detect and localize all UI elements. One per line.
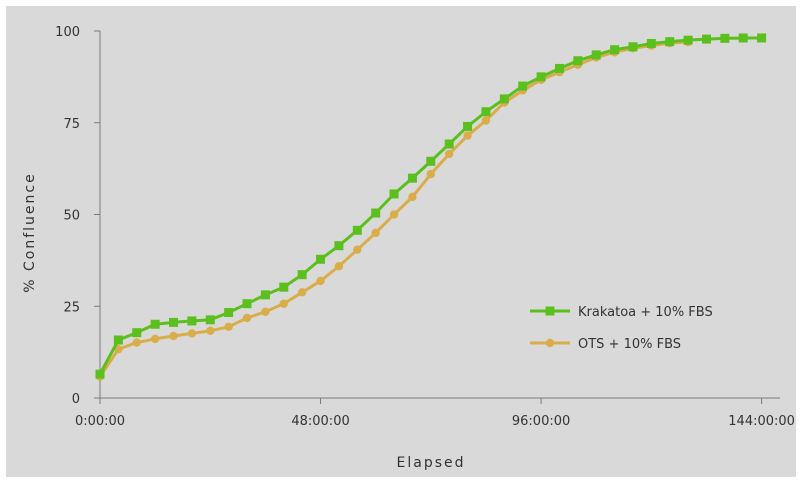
y-tick-label: 75 bbox=[63, 117, 80, 132]
series-line-1 bbox=[98, 40, 689, 378]
y-axis-title: % Confluence bbox=[22, 172, 38, 292]
data-point-krakatoa bbox=[591, 50, 601, 60]
x-tick-label: 0:00:00 bbox=[75, 414, 125, 429]
data-point-krakatoa bbox=[610, 45, 620, 55]
data-point-ots bbox=[150, 334, 160, 344]
data-point-krakatoa bbox=[242, 299, 252, 309]
series-line-0 bbox=[98, 36, 762, 375]
data-point-krakatoa bbox=[426, 156, 436, 166]
data-point-krakatoa bbox=[113, 335, 123, 345]
chart-panel: 0 25 50 75 100 0:00:00 48:00:00 96:00:00 144:00:… bbox=[6, 6, 796, 477]
data-point-krakatoa bbox=[665, 37, 675, 47]
data-point-krakatoa bbox=[187, 316, 197, 326]
data-point-ots bbox=[481, 116, 491, 125]
data-point-krakatoa bbox=[389, 189, 399, 199]
legend-marker bbox=[545, 338, 555, 348]
data-point-krakatoa bbox=[720, 33, 730, 43]
data-point-ots bbox=[297, 288, 307, 297]
data-point-krakatoa bbox=[205, 315, 215, 325]
data-point-ots bbox=[353, 245, 362, 254]
data-point-krakatoa bbox=[463, 121, 473, 131]
data-point-krakatoa bbox=[481, 107, 491, 117]
data-point-krakatoa bbox=[628, 42, 638, 52]
data-point-ots bbox=[426, 169, 436, 179]
data-point-krakatoa bbox=[444, 139, 454, 149]
x-tick-label: 96:00:00 bbox=[512, 414, 570, 429]
x-tick-label: 48:00:00 bbox=[291, 414, 349, 429]
data-point-krakatoa bbox=[701, 34, 711, 44]
data-point-ots bbox=[187, 329, 197, 338]
data-point-ots bbox=[371, 228, 380, 238]
data-point-ots bbox=[444, 149, 454, 159]
data-point-ots bbox=[242, 313, 252, 323]
data-point-krakatoa bbox=[757, 33, 767, 43]
data-point-krakatoa bbox=[646, 38, 656, 48]
data-point-ots bbox=[224, 322, 233, 332]
legend-label: Krakatoa + 10% FBS bbox=[578, 305, 713, 320]
data-point-ots bbox=[261, 307, 270, 316]
data-point-krakatoa bbox=[95, 369, 105, 379]
data-point-krakatoa bbox=[279, 282, 289, 292]
data-point-krakatoa bbox=[738, 33, 748, 43]
legend-label: OTS + 10% FBS bbox=[578, 337, 681, 352]
y-tick-label: 100 bbox=[55, 25, 80, 40]
data-point-ots bbox=[169, 331, 178, 341]
data-point-ots bbox=[279, 299, 288, 308]
data-point-ots bbox=[408, 192, 417, 202]
data-point-krakatoa bbox=[297, 270, 307, 280]
data-point-krakatoa bbox=[224, 307, 234, 317]
data-point-ots bbox=[389, 210, 399, 219]
y-tick-label: 25 bbox=[63, 300, 80, 315]
data-point-ots bbox=[206, 326, 215, 336]
data-point-krakatoa bbox=[132, 328, 142, 338]
data-point-ots bbox=[334, 262, 344, 271]
x-axis-title: Elapsed bbox=[397, 455, 466, 471]
x-tick-label: 144:00:00 bbox=[728, 414, 795, 429]
data-point-krakatoa bbox=[316, 254, 326, 264]
legend-marker bbox=[545, 306, 555, 316]
data-point-krakatoa bbox=[169, 317, 179, 327]
data-point-krakatoa bbox=[407, 173, 417, 183]
data-point-krakatoa bbox=[260, 290, 270, 300]
y-tick-label: 50 bbox=[63, 209, 80, 224]
data-point-krakatoa bbox=[352, 225, 362, 235]
data-point-krakatoa bbox=[499, 94, 509, 104]
data-point-krakatoa bbox=[150, 319, 160, 329]
data-point-krakatoa bbox=[573, 56, 583, 66]
data-point-krakatoa bbox=[554, 63, 564, 73]
data-point-krakatoa bbox=[518, 81, 528, 91]
data-point-ots bbox=[114, 344, 123, 354]
data-point-ots bbox=[463, 131, 472, 140]
data-point-krakatoa bbox=[334, 241, 344, 251]
y-tick-label: 0 bbox=[72, 392, 80, 407]
data-point-krakatoa bbox=[371, 208, 381, 218]
data-point-krakatoa bbox=[683, 35, 693, 45]
data-point-ots bbox=[316, 276, 325, 286]
confluence-line-chart: 0 25 50 75 100 0:00:00 48:00:00 96:00:00 144:00:… bbox=[22, 25, 795, 471]
data-point-krakatoa bbox=[536, 72, 546, 82]
data-point-ots bbox=[132, 338, 141, 347]
